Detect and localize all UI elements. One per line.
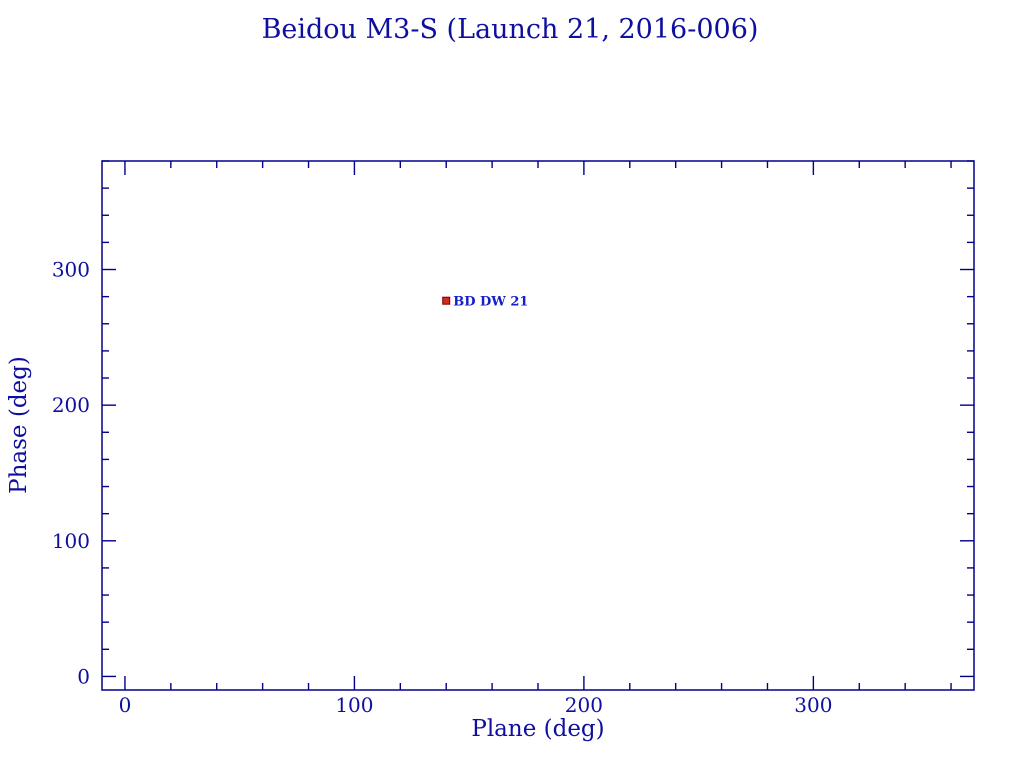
y-axis-label: Phase (deg) [6,356,32,494]
x-tick-label: 100 [335,693,373,717]
x-tick-label: 200 [565,693,603,717]
x-tick-label: 300 [794,693,832,717]
y-tick-label: 200 [52,393,90,417]
y-tick-label: 100 [52,529,90,553]
y-tick-label: 0 [77,664,90,688]
data-point-marker [442,296,451,305]
y-tick-label: 300 [52,258,90,282]
x-tick-label: 0 [119,693,132,717]
data-point-label: BD DW 21 [453,295,528,310]
x-axis-label: Plane (deg) [471,716,605,742]
plot-box [101,160,975,691]
chart-title: Beidou M3-S (Launch 21, 2016-006) [261,14,759,45]
